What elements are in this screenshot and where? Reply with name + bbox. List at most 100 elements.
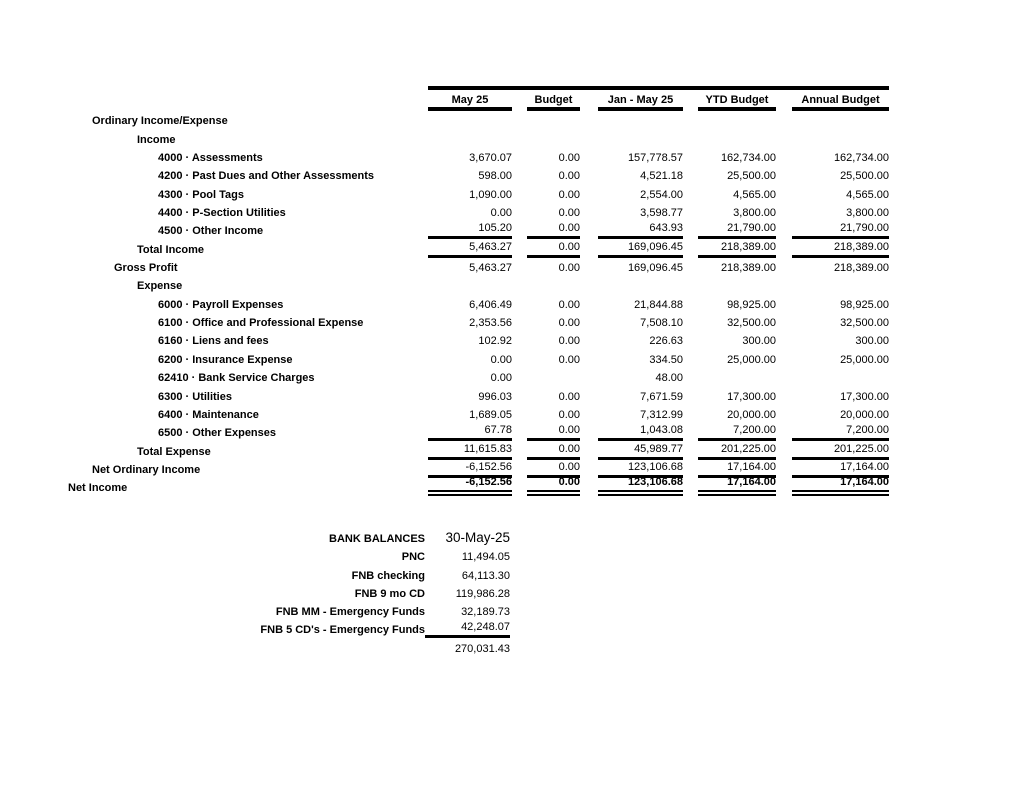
cell-may25: [428, 146, 512, 148]
cell-jan-may25: [598, 292, 683, 294]
col-header-annual-budget: Annual Budget: [792, 94, 889, 111]
cell-may25: 0.00: [490, 207, 512, 220]
cell-annual-budget: 162,734.00: [833, 152, 889, 165]
bank-account-row: PNC 11,494.05: [0, 547, 520, 565]
row-label: 4400 · P-Section Utilities: [158, 207, 286, 220]
row-label: 6200 · Insurance Expense: [158, 353, 293, 366]
cell-may25: 67.78: [428, 424, 512, 442]
row-label: Net Income: [68, 482, 128, 495]
cell-may25: 102.92: [478, 335, 512, 348]
cell-ytd-budget: [698, 384, 776, 386]
cell-budget: 0.00: [558, 188, 580, 201]
cell-may25: -6,152.56: [428, 461, 512, 478]
col-header-may25: May 25: [428, 94, 512, 111]
row-label: 6400 · Maintenance: [158, 408, 259, 421]
cell-may25: 105.20: [428, 222, 512, 240]
report-row: Income: [0, 129, 900, 147]
cell-budget: 0.00: [558, 262, 580, 275]
bank-account-row: FNB MM - Emergency Funds 32,189.73: [0, 602, 520, 620]
bank-account-value: 42,248.07: [425, 621, 510, 639]
bank-balances-date: 30-May-25: [445, 530, 510, 545]
cell-may25: 1,689.05: [469, 408, 512, 421]
cell-budget: 0.00: [558, 390, 580, 403]
cell-ytd-budget: 300.00: [742, 335, 776, 348]
cell-annual-budget: 25,500.00: [840, 170, 889, 183]
cell-annual-budget: 98,925.00: [840, 298, 889, 311]
cell-jan-may25: 123,106.68: [598, 461, 683, 478]
cell-annual-budget: 218,389.00: [792, 241, 889, 258]
bank-account-row: FNB checking 64,113.30: [0, 565, 520, 583]
cell-annual-budget: 4,565.00: [846, 188, 889, 201]
cell-ytd-budget: 7,200.00: [698, 424, 776, 442]
row-label: 6100 · Office and Professional Expense: [158, 317, 364, 330]
column-header-row: May 25 Budget Jan - May 25 YTD Budget An…: [0, 90, 900, 111]
cell-budget: 0.00: [527, 443, 580, 460]
row-label: Net Ordinary Income: [92, 463, 201, 476]
cell-ytd-budget: 218,389.00: [720, 262, 776, 275]
bank-account-label: PNC: [401, 551, 425, 564]
cell-annual-budget: 17,164.00: [792, 461, 889, 478]
cell-ytd-budget: 25,500.00: [727, 170, 776, 183]
cell-may25: 6,406.49: [469, 298, 512, 311]
row-label: Expense: [137, 280, 183, 293]
cell-budget: [527, 127, 580, 129]
header-spacer: [0, 109, 428, 111]
report-row: Net Ordinary Income -6,152.56 0.00 123,1…: [0, 460, 900, 478]
cell-annual-budget: [792, 127, 889, 129]
cell-annual-budget: 21,790.00: [792, 222, 889, 240]
row-label: 6500 · Other Expenses: [158, 427, 277, 440]
cell-ytd-budget: 98,925.00: [727, 298, 776, 311]
cell-jan-may25: 169,096.45: [627, 262, 683, 275]
bank-account-value: 11,494.05: [461, 551, 510, 564]
bank-account-value: 119,986.28: [455, 587, 510, 600]
row-label: Income: [137, 133, 176, 146]
cell-annual-budget: 32,500.00: [840, 317, 889, 330]
cell-ytd-budget: 4,565.00: [733, 188, 776, 201]
report-row: 6100 · Office and Professional Expense 2…: [0, 313, 900, 331]
cell-budget: 0.00: [527, 424, 580, 442]
cell-budget: 0.00: [558, 317, 580, 330]
cell-ytd-budget: 17,300.00: [727, 390, 776, 403]
cell-annual-budget: 218,389.00: [833, 262, 889, 275]
cell-jan-may25: 643.93: [598, 222, 683, 240]
report-row: 4300 · Pool Tags 1,090.00 0.00 2,554.00 …: [0, 184, 900, 202]
cell-may25: 996.03: [478, 390, 512, 403]
cell-annual-budget: 17,164.00: [792, 476, 889, 497]
bank-account-value: 32,189.73: [461, 606, 510, 619]
row-label: 4500 · Other Income: [158, 225, 264, 238]
cell-annual-budget: [792, 384, 889, 386]
cell-may25: [428, 292, 512, 294]
bank-account-label: FNB checking: [351, 569, 425, 582]
report-row: 6200 · Insurance Expense 0.00 0.00 334.5…: [0, 349, 900, 367]
bank-account-label: FNB 9 mo CD: [354, 587, 425, 600]
cell-budget: [527, 292, 580, 294]
cell-may25: 3,670.07: [469, 152, 512, 165]
row-label: 6300 · Utilities: [158, 390, 232, 403]
cell-budget: 0.00: [558, 353, 580, 366]
report-row: 6000 · Payroll Expenses 6,406.49 0.00 21…: [0, 294, 900, 312]
cell-jan-may25: 169,096.45: [598, 241, 683, 258]
cell-jan-may25: 123,106.68: [598, 476, 683, 497]
cell-ytd-budget: [698, 146, 776, 148]
cell-budget: 0.00: [527, 461, 580, 478]
bank-balances-header-row: BANK BALANCES 30-May-25: [0, 526, 520, 547]
cell-may25: 0.00: [490, 353, 512, 366]
cell-annual-budget: [792, 292, 889, 294]
cell-jan-may25: 157,778.57: [627, 152, 683, 165]
report-row: 4000 · Assessments 3,670.07 0.00 157,778…: [0, 148, 900, 166]
col-header-jan-may25: Jan - May 25: [598, 94, 683, 111]
cell-ytd-budget: 3,800.00: [733, 207, 776, 220]
cell-may25: 1,090.00: [469, 188, 512, 201]
cell-jan-may25: 45,989.77: [598, 443, 683, 460]
cell-annual-budget: 7,200.00: [792, 424, 889, 442]
cell-ytd-budget: [698, 292, 776, 294]
cell-annual-budget: 25,000.00: [840, 353, 889, 366]
col-header-ytd-budget: YTD Budget: [698, 94, 776, 111]
cell-jan-may25: 226.63: [649, 335, 683, 348]
report-row: Net Income -6,152.56 0.00 123,106.68 17,…: [0, 476, 900, 497]
bank-balances-title: BANK BALANCES: [329, 533, 425, 545]
report-row: 6400 · Maintenance 1,689.05 0.00 7,312.9…: [0, 405, 900, 423]
row-label: 6000 · Payroll Expenses: [158, 298, 284, 311]
cell-annual-budget: 3,800.00: [846, 207, 889, 220]
cell-ytd-budget: 25,000.00: [727, 353, 776, 366]
